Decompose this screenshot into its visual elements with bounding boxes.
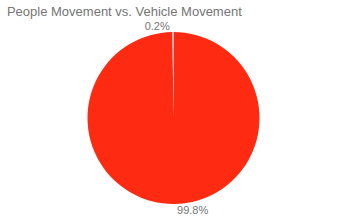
svg-text:99.8%: 99.8% bbox=[177, 204, 208, 216]
svg-text:0.2%: 0.2% bbox=[145, 20, 170, 32]
svg-text:People Movement vs. Vehicle Mo: People Movement vs. Vehicle Movement bbox=[7, 4, 242, 19]
